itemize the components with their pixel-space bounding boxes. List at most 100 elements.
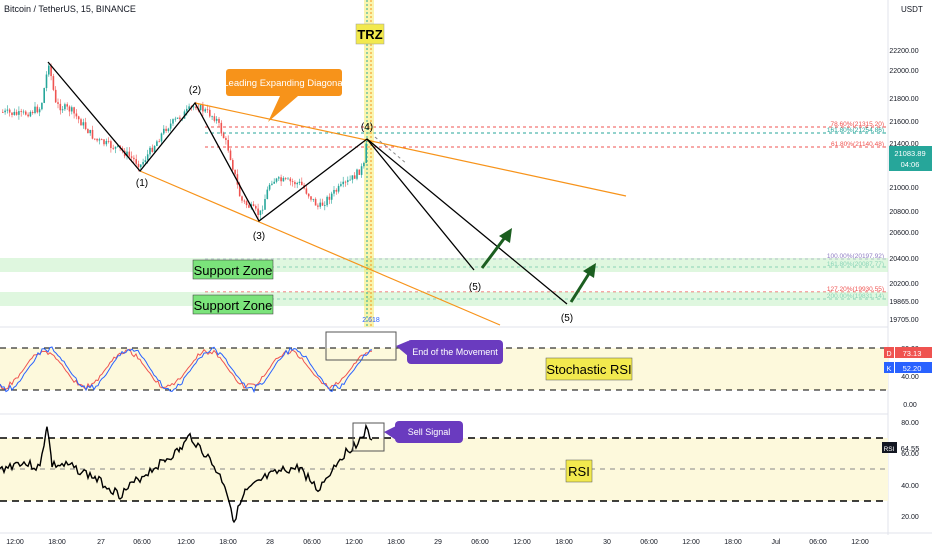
candle-body [41, 102, 43, 110]
price-tick-label: 20600.00 [889, 230, 918, 237]
candle-body [89, 129, 91, 134]
candle-body [96, 138, 98, 141]
candle-body [50, 65, 52, 77]
candle-body [22, 111, 25, 113]
candle-body [13, 111, 16, 115]
rsi-series [0, 423, 373, 524]
candle-body [222, 133, 225, 139]
candle-body [87, 129, 89, 134]
wave-label-1: (1) [136, 178, 148, 189]
support-zone-label-1-box [192, 259, 274, 280]
candle-body [298, 181, 301, 183]
candle-body [238, 184, 241, 197]
sell-highlight-box [352, 422, 385, 452]
time-tick-label: 27 [97, 539, 105, 546]
candle-body [144, 160, 147, 163]
candle-body [337, 185, 340, 192]
rsi-axis: 80.00 60.00 40.00 20.00 [901, 420, 919, 521]
candle-body [280, 177, 282, 182]
support-zone-label-1: Support Zone [194, 263, 273, 278]
trz-band [364, 0, 374, 327]
candle-body [6, 109, 9, 111]
candle-body [142, 162, 144, 165]
candle-body [158, 141, 160, 143]
rsi-badge-box [882, 442, 897, 453]
candle-body [245, 201, 248, 206]
time-tick-label: 12:00 [6, 539, 24, 546]
stoch-label: Stochastic RSI [546, 362, 631, 377]
candle-body [195, 106, 197, 109]
candle-body [204, 109, 206, 112]
candle-body [8, 109, 11, 113]
current-price-badge [889, 146, 932, 171]
candle-body [45, 74, 48, 89]
wave-label-5a: (5) [469, 282, 481, 293]
fib-ratio-label: 2.618 [362, 317, 380, 324]
candle-body [363, 162, 365, 167]
candle-body [110, 141, 112, 148]
candle-body [169, 123, 172, 129]
stoch-tick-label: 0.00 [903, 402, 917, 409]
time-tick-label: 28 [266, 539, 274, 546]
time-tick-label: 18:00 [724, 539, 742, 546]
stoch-d-badge-text: D [886, 351, 891, 358]
wave-path-alt [366, 138, 568, 305]
candle-body [91, 129, 94, 139]
candle-body [215, 118, 218, 121]
candle-body [151, 147, 154, 152]
candle-body [314, 198, 317, 206]
currency-label: USDT [901, 5, 923, 14]
price-tick-label: 22000.00 [889, 68, 918, 75]
candle-body [266, 189, 269, 200]
candle-body [31, 112, 34, 114]
candle-body [211, 116, 213, 118]
rsi-value: 64.55 [901, 444, 920, 453]
candle-body [287, 178, 289, 180]
candle-body [360, 166, 363, 175]
candle-body [241, 196, 243, 201]
candle-body [236, 174, 239, 185]
candle-body [43, 88, 45, 103]
candle-body [105, 141, 108, 145]
support-zone-band-1 [0, 258, 888, 272]
candle-body [349, 179, 351, 181]
time-tick-label: 18:00 [219, 539, 237, 546]
price-tick-label: 20400.00 [889, 256, 918, 263]
stoch-d-value: 73.13 [903, 349, 922, 358]
rsi-tick-label: 80.00 [901, 420, 919, 427]
candle-body [273, 181, 275, 184]
rsi-tick-label: 60.00 [901, 451, 919, 458]
candle-body [112, 147, 114, 149]
time-axis: 12:00 18:00 27 06:00 12:00 18:00 28 06:00 12:00 1… [6, 539, 869, 546]
stoch-k-value-box [895, 362, 932, 373]
candle-body [275, 178, 278, 182]
candle-body [284, 177, 287, 179]
countdown: 04:06 [901, 160, 920, 169]
candle-body [252, 204, 255, 207]
candle-body [271, 183, 273, 185]
candle-body [80, 119, 82, 126]
rsi-tick-label: 40.00 [901, 483, 919, 490]
candle-body [156, 141, 158, 146]
candle-body [38, 109, 41, 113]
stoch-k-badge [884, 362, 894, 373]
time-tick-label: 12:00 [177, 539, 195, 546]
candle-body [312, 198, 315, 200]
candle-body [77, 116, 80, 120]
wave-label-5b: (5) [561, 313, 573, 324]
fib-level-label: 161.80%(21254.86) [827, 127, 884, 134]
price-tick-label: 20800.00 [889, 209, 918, 216]
wave-label-2: (2) [189, 85, 201, 96]
candle-body [64, 104, 66, 110]
candle-body [176, 117, 179, 119]
candle-body [259, 210, 262, 216]
candle-body [128, 151, 131, 157]
time-tick-label: 18:00 [555, 539, 573, 546]
candle-body [100, 139, 103, 141]
diagonal-upper-line [194, 102, 627, 197]
time-tick-label: 18:00 [387, 539, 405, 546]
candle-body [103, 139, 105, 145]
green-arrow-2 [569, 263, 596, 303]
candle-body [75, 113, 78, 117]
